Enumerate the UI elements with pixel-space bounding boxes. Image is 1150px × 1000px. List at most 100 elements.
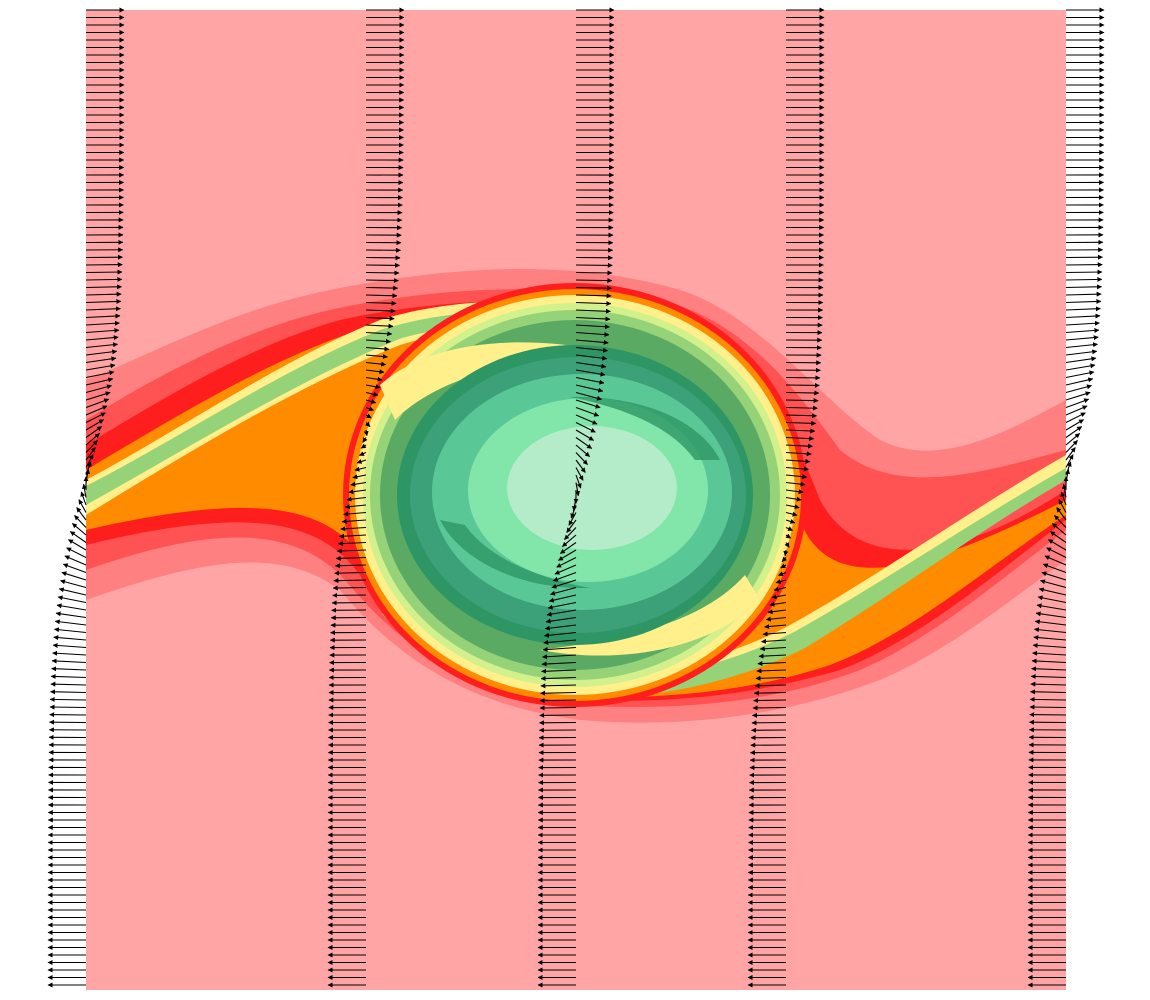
velocity-arrow [60, 579, 87, 589]
velocity-arrow [785, 458, 811, 464]
velocity-arrow [755, 675, 787, 681]
velocity-arrow [575, 399, 601, 409]
velocity-arrow [85, 356, 117, 364]
velocity-arrow [758, 653, 787, 659]
velocity-arrow [575, 354, 608, 361]
velocity-arrow [765, 616, 787, 622]
velocity-arrow [1031, 658, 1067, 664]
velocity-arrow [341, 518, 367, 524]
velocity-arrow [1030, 689, 1067, 695]
velocity-arrow [575, 391, 602, 401]
velocity-arrow [365, 338, 391, 344]
velocity-arrow [85, 419, 104, 431]
velocity-arrow [575, 361, 607, 369]
velocity-arrow [575, 422, 596, 433]
velocity-arrow [1065, 370, 1095, 379]
velocity-arrow [785, 511, 798, 517]
velocity-arrow [551, 579, 577, 589]
velocity-arrow [85, 276, 123, 282]
velocity-arrow [1052, 523, 1067, 536]
velocity-arrow [340, 526, 367, 532]
velocity-arrow [785, 526, 794, 531]
velocity-arrow [1065, 384, 1092, 394]
velocity-arrow [74, 515, 87, 528]
velocity-arrow [85, 349, 118, 356]
velocity-arrow [1042, 563, 1067, 574]
velocity-arrow [85, 405, 108, 416]
velocity-arrow [85, 391, 111, 401]
velocity-arrow [78, 499, 87, 513]
velocity-arrow [575, 474, 582, 489]
velocity-arrow [540, 690, 577, 696]
velocity-arrow [1046, 547, 1067, 558]
velocity-arrow [575, 482, 581, 497]
velocity-arrow [761, 638, 787, 644]
velocity-arrow [85, 335, 119, 341]
velocity-arrow [575, 331, 610, 338]
velocity-arrow [548, 594, 577, 603]
velocity-arrow [333, 578, 367, 584]
velocity-arrow [575, 384, 604, 393]
velocity-arrow [365, 384, 381, 390]
velocity-arrow [365, 421, 371, 427]
velocity-arrow [365, 323, 394, 329]
velocity-arrow [542, 646, 577, 653]
velocity-arrow [541, 668, 577, 674]
velocity-arrow [50, 673, 87, 679]
velocity-arrow [1065, 426, 1083, 438]
velocity-arrow [558, 549, 577, 561]
velocity-arrow [575, 429, 594, 441]
velocity-arrow [785, 519, 796, 524]
velocity-arrow [1061, 483, 1067, 498]
velocity-arrow [57, 595, 87, 604]
velocity-arrow [1034, 619, 1067, 626]
velocity-arrow [68, 539, 87, 551]
velocity-arrow [1065, 342, 1099, 349]
velocity-arrow [1065, 440, 1078, 453]
velocity-arrow [1065, 320, 1100, 326]
velocity-arrow [365, 406, 374, 412]
velocity-arrow [1065, 363, 1096, 371]
velocity-arrow [1065, 291, 1102, 297]
velocity-arrow [785, 489, 804, 495]
velocity-arrow [566, 519, 577, 533]
velocity-arrow [785, 436, 815, 442]
velocity-arrow [81, 483, 87, 498]
velocity-arrow [1049, 531, 1067, 543]
velocity-arrow [365, 316, 395, 322]
velocity-arrow [346, 496, 367, 502]
vortex-inner-swirl-b [570, 396, 720, 460]
velocity-arrow [85, 327, 120, 334]
velocity-arrow [348, 489, 367, 495]
vortex-swirl-arm-upper [380, 342, 600, 420]
velocity-arrow [1029, 696, 1067, 702]
velocity-arrow [1065, 306, 1101, 312]
velocity-arrow [544, 624, 577, 631]
velocity-arrow [559, 542, 577, 554]
velocity-arrow [76, 507, 87, 521]
velocity-arrow [1041, 571, 1067, 581]
velocity-arrow [575, 459, 586, 473]
velocity-arrow [85, 440, 98, 453]
velocity-arrow [785, 405, 818, 411]
velocity-arrow [50, 689, 87, 695]
velocity-arrow [571, 497, 577, 512]
velocity-arrow [556, 557, 577, 568]
velocity-arrow [85, 284, 122, 290]
velocity-arrow [356, 459, 367, 464]
velocity-arrow [1030, 681, 1067, 687]
velocity-arrow [785, 428, 816, 434]
velocity-arrow [785, 390, 820, 396]
velocity-arrow [783, 549, 789, 557]
velocity-arrow [343, 511, 367, 517]
velocity-arrow [575, 414, 598, 425]
velocity-arrow [562, 534, 577, 547]
velocity-arrow [1058, 499, 1067, 513]
velocity-arrow [575, 293, 612, 299]
velocity-arrow [575, 376, 605, 385]
velocity-arrow [1065, 298, 1102, 304]
velocity-arrow [1065, 447, 1076, 461]
velocity-arrow [575, 369, 606, 377]
velocity-arrow [334, 570, 367, 576]
